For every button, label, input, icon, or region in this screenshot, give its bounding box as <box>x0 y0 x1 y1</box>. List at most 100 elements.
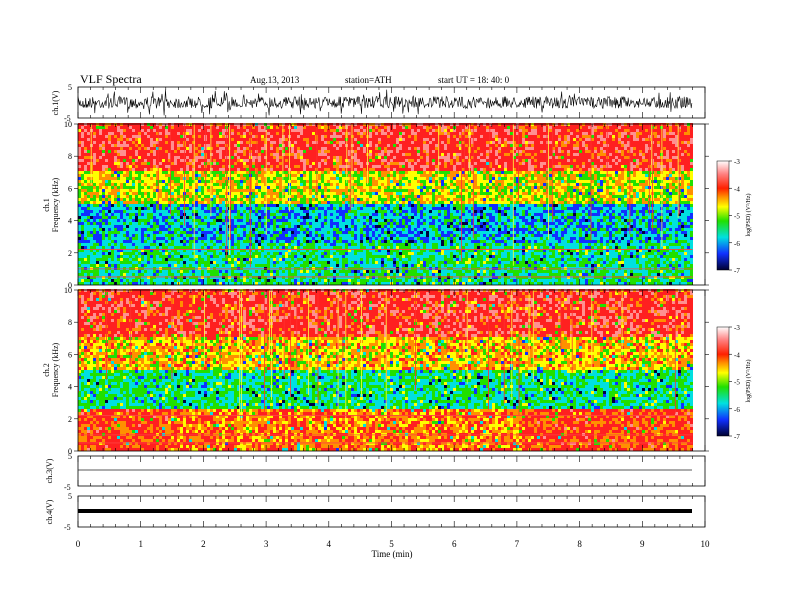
spectrogram-cell <box>165 156 168 159</box>
spectrogram-cell <box>123 153 126 156</box>
spectrogram-cell <box>162 123 165 126</box>
spectrogram-cell <box>108 183 111 186</box>
spectrogram-cell <box>168 273 171 276</box>
spectrogram-cell <box>108 246 111 249</box>
spectrogram-cell <box>87 132 90 135</box>
spectrogram-cell <box>78 264 81 267</box>
spectrogram-cell <box>126 210 129 213</box>
spectrogram-cell <box>111 261 114 264</box>
spectrogram-cell <box>99 180 102 183</box>
spectrogram-cell <box>132 150 135 153</box>
spectrogram-cell <box>159 282 162 285</box>
spectrogram-cell <box>156 237 159 240</box>
spectrogram-cell <box>144 138 147 141</box>
spectrogram-cell <box>111 156 114 159</box>
spectrogram-cell <box>165 183 168 186</box>
spectrogram-cell <box>144 201 147 204</box>
spectrogram-cell <box>78 255 81 258</box>
spectrogram-cell <box>84 123 87 126</box>
spectrogram-cell <box>177 279 180 282</box>
spectrogram-cell <box>165 204 168 207</box>
spectrogram-cell <box>111 213 114 216</box>
spectrogram-cell <box>162 150 165 153</box>
spectrogram-cell <box>108 243 111 246</box>
spectrogram-cell <box>105 153 108 156</box>
spectrogram-cell <box>102 276 105 279</box>
spectrogram-cell <box>156 234 159 237</box>
spectrogram-cell <box>120 186 123 189</box>
spectrogram-cell <box>135 198 138 201</box>
spectrogram-cell <box>132 195 135 198</box>
spectrogram-cell <box>132 225 135 228</box>
spectrogram-cell <box>174 264 177 267</box>
spectrogram-cell <box>177 213 180 216</box>
spectrogram-cell <box>120 171 123 174</box>
spectrogram-cell <box>96 282 99 285</box>
spectrogram-cell <box>171 261 174 264</box>
spectrogram-cell <box>156 219 159 222</box>
spectrogram-cell <box>120 174 123 177</box>
spectrogram-cell <box>165 162 168 165</box>
spectrogram-cell <box>180 279 183 282</box>
spectrogram-cell <box>171 171 174 174</box>
spectrogram-cell <box>93 168 96 171</box>
spectrogram-cell <box>177 261 180 264</box>
spectrogram-cell <box>177 228 180 231</box>
spectrogram-cell <box>114 252 117 255</box>
spectrogram-cell <box>153 276 156 279</box>
spectrogram-cell <box>111 246 114 249</box>
spectrogram-cell <box>180 225 183 228</box>
spectrogram-cell <box>81 204 84 207</box>
spectrogram-cell <box>144 222 147 225</box>
spectrogram-cell <box>159 183 162 186</box>
spectrogram-cell <box>144 171 147 174</box>
spectrogram-cell <box>132 168 135 171</box>
spectrogram-cell <box>84 216 87 219</box>
spectrogram-cell <box>81 195 84 198</box>
spectrogram-cell <box>99 126 102 129</box>
spectrogram-cell <box>165 195 168 198</box>
spectrogram-cell <box>126 147 129 150</box>
spectrogram-cell <box>171 252 174 255</box>
spectrogram-cell <box>105 237 108 240</box>
spectrogram-cell <box>111 153 114 156</box>
spectrogram-cell <box>153 138 156 141</box>
spectrogram-cell <box>126 129 129 132</box>
spectrogram-cell <box>177 252 180 255</box>
spectrogram-cell <box>111 222 114 225</box>
spectrogram-cell <box>159 150 162 153</box>
spectrogram-cell <box>78 189 81 192</box>
spectrogram-cell <box>141 141 144 144</box>
spectrogram-cell <box>165 237 168 240</box>
spectrogram-cell <box>132 219 135 222</box>
spectrogram-cell <box>81 243 84 246</box>
spectrogram-cell <box>156 279 159 282</box>
spectrogram-cell <box>141 234 144 237</box>
spectrogram-cell <box>105 159 108 162</box>
spectrogram-cell <box>171 264 174 267</box>
spectrogram-cell <box>177 177 180 180</box>
spectrogram-cell <box>171 201 174 204</box>
spectrogram-cell <box>105 219 108 222</box>
spectrogram-cell <box>99 246 102 249</box>
spectrogram-cell <box>138 273 141 276</box>
spectrogram-cell <box>78 204 81 207</box>
spectrogram-cell <box>126 144 129 147</box>
spectrogram-cell <box>117 135 120 138</box>
spectrogram-cell <box>165 231 168 234</box>
spectrogram-cell <box>81 222 84 225</box>
spectrogram-cell <box>135 264 138 267</box>
spectrogram-cell <box>123 246 126 249</box>
spectrogram-cell <box>108 216 111 219</box>
spectrogram-cell <box>165 279 168 282</box>
spectrogram-cell <box>180 171 183 174</box>
spectrogram-cell <box>117 162 120 165</box>
spectrogram-cell <box>150 198 153 201</box>
spectrogram-cell <box>165 210 168 213</box>
spectrogram-cell <box>132 129 135 132</box>
spectrogram-cell <box>120 201 123 204</box>
spectrogram-cell <box>126 222 129 225</box>
spectrogram-cell <box>165 207 168 210</box>
spectrogram-cell <box>123 216 126 219</box>
spectrogram-cell <box>87 210 90 213</box>
